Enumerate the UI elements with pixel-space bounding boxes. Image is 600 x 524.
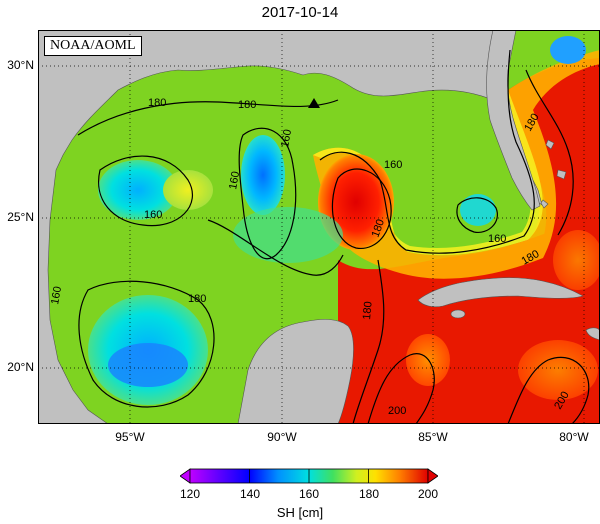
contour-label: 160 — [144, 209, 162, 221]
map-title: 2017-10-14 — [261, 4, 339, 21]
contour-180-atlantic — [525, 69, 574, 236]
contour-160-southwest — [78, 280, 215, 408]
colorbar-ticks — [249, 469, 369, 483]
land-jamaica — [585, 327, 600, 341]
contour-label: 160 — [279, 128, 294, 148]
contour-label: 180 — [188, 293, 206, 305]
land-isle-of-youth — [450, 309, 466, 319]
contour-180-north — [77, 99, 339, 136]
land-yucatan — [237, 319, 354, 424]
colorbar-tick: 160 — [298, 487, 320, 501]
colorbar-tick: 120 — [179, 487, 201, 501]
contour-160-middle — [207, 219, 344, 276]
colorbar-low-arrow — [179, 468, 191, 484]
contour-160-central — [238, 127, 297, 260]
cool-eddy-west — [98, 160, 178, 220]
colorbar-tick: 180 — [358, 487, 380, 501]
colorbar-svg — [179, 468, 439, 484]
land-florida — [486, 30, 541, 211]
sea-height-map: 180 180 160 160 160 180 160 160 160 180 … — [38, 30, 600, 424]
contour-180-eddy — [331, 168, 392, 249]
triangle-marker — [308, 98, 320, 108]
contour-label: 180 — [238, 99, 256, 111]
colorbar-tick: 140 — [239, 487, 261, 501]
lat-label-25n: 25°N — [7, 210, 34, 224]
lon-label-80w: 80°W — [559, 430, 589, 444]
cool-band-central — [233, 207, 343, 263]
credit-label: NOAA/AOML — [44, 36, 142, 56]
contour-label: 160 — [227, 170, 242, 190]
lon-label-90w: 90°W — [267, 430, 297, 444]
lon-label-95w: 95°W — [115, 430, 145, 444]
contour-label: 160 — [49, 285, 64, 305]
warm-patch-2 — [518, 340, 598, 400]
colorbar-unit-label: SH [cm] — [276, 505, 324, 520]
warm-spot-west — [163, 170, 213, 210]
colorbar — [179, 468, 439, 484]
cool-spot-atlantic — [550, 36, 586, 64]
contour-label: 180 — [370, 218, 388, 239]
cool-eddy-east — [460, 194, 496, 226]
lat-label-30n: 30°N — [7, 58, 34, 72]
contour-200-caribbean — [367, 353, 435, 424]
cool-core-southwest — [108, 343, 188, 387]
land-bahamas — [540, 139, 567, 209]
loop-current-edge — [313, 90, 543, 256]
contour-200-southeast — [507, 356, 590, 424]
contour-label: 200 — [388, 405, 406, 417]
contour-label: 180 — [148, 97, 166, 109]
lat-lon-grid — [38, 30, 600, 424]
colorbar-high-arrow — [427, 468, 439, 484]
contour-label: 180 — [361, 301, 375, 320]
map-canvas: 180 180 160 160 160 180 160 160 160 180 … — [38, 30, 600, 424]
lon-label-85w: 85°W — [418, 430, 448, 444]
lat-label-20n: 20°N — [7, 360, 34, 374]
land-cuba — [417, 277, 584, 308]
contour-160-west — [98, 155, 194, 227]
contour-160-east — [456, 197, 498, 234]
colorbar-tick: 200 — [417, 487, 439, 501]
sea-height-contours — [77, 49, 590, 424]
warm-patch-3 — [553, 230, 600, 290]
cool-eddy-central — [241, 135, 285, 215]
contour-label: 160 — [488, 233, 506, 245]
contour-label: 160 — [384, 159, 402, 171]
contour-180-loop — [319, 49, 535, 254]
contour-180-loop-south — [352, 259, 385, 424]
